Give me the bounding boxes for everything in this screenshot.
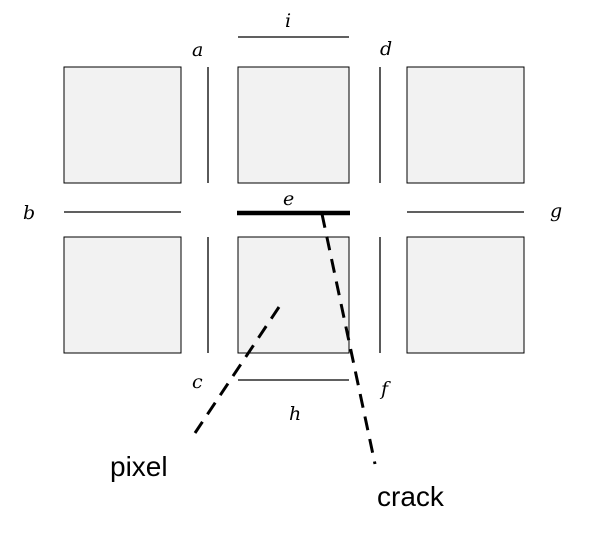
pixel-bottom-right bbox=[406, 236, 525, 354]
label-b: b bbox=[23, 202, 35, 224]
label-e: e bbox=[283, 188, 294, 210]
label-c: c bbox=[192, 371, 203, 393]
label-h: h bbox=[289, 403, 301, 425]
label-a: a bbox=[192, 39, 203, 61]
label-g: g bbox=[550, 200, 562, 222]
pixel-top-right bbox=[406, 66, 525, 184]
crack-leader-line bbox=[320, 213, 377, 465]
label-i: i bbox=[285, 10, 291, 32]
label-d: d bbox=[380, 38, 392, 60]
pixel-top-middle bbox=[237, 66, 350, 184]
pixel-leader-line bbox=[193, 306, 281, 434]
pixel-top-left bbox=[63, 66, 182, 184]
caption-pixel: pixel bbox=[110, 451, 168, 482]
caption-crack: crack bbox=[377, 481, 445, 512]
pixel-bottom-middle bbox=[237, 236, 350, 354]
pixel-bottom-left bbox=[63, 236, 182, 354]
label-f: f bbox=[379, 378, 391, 400]
